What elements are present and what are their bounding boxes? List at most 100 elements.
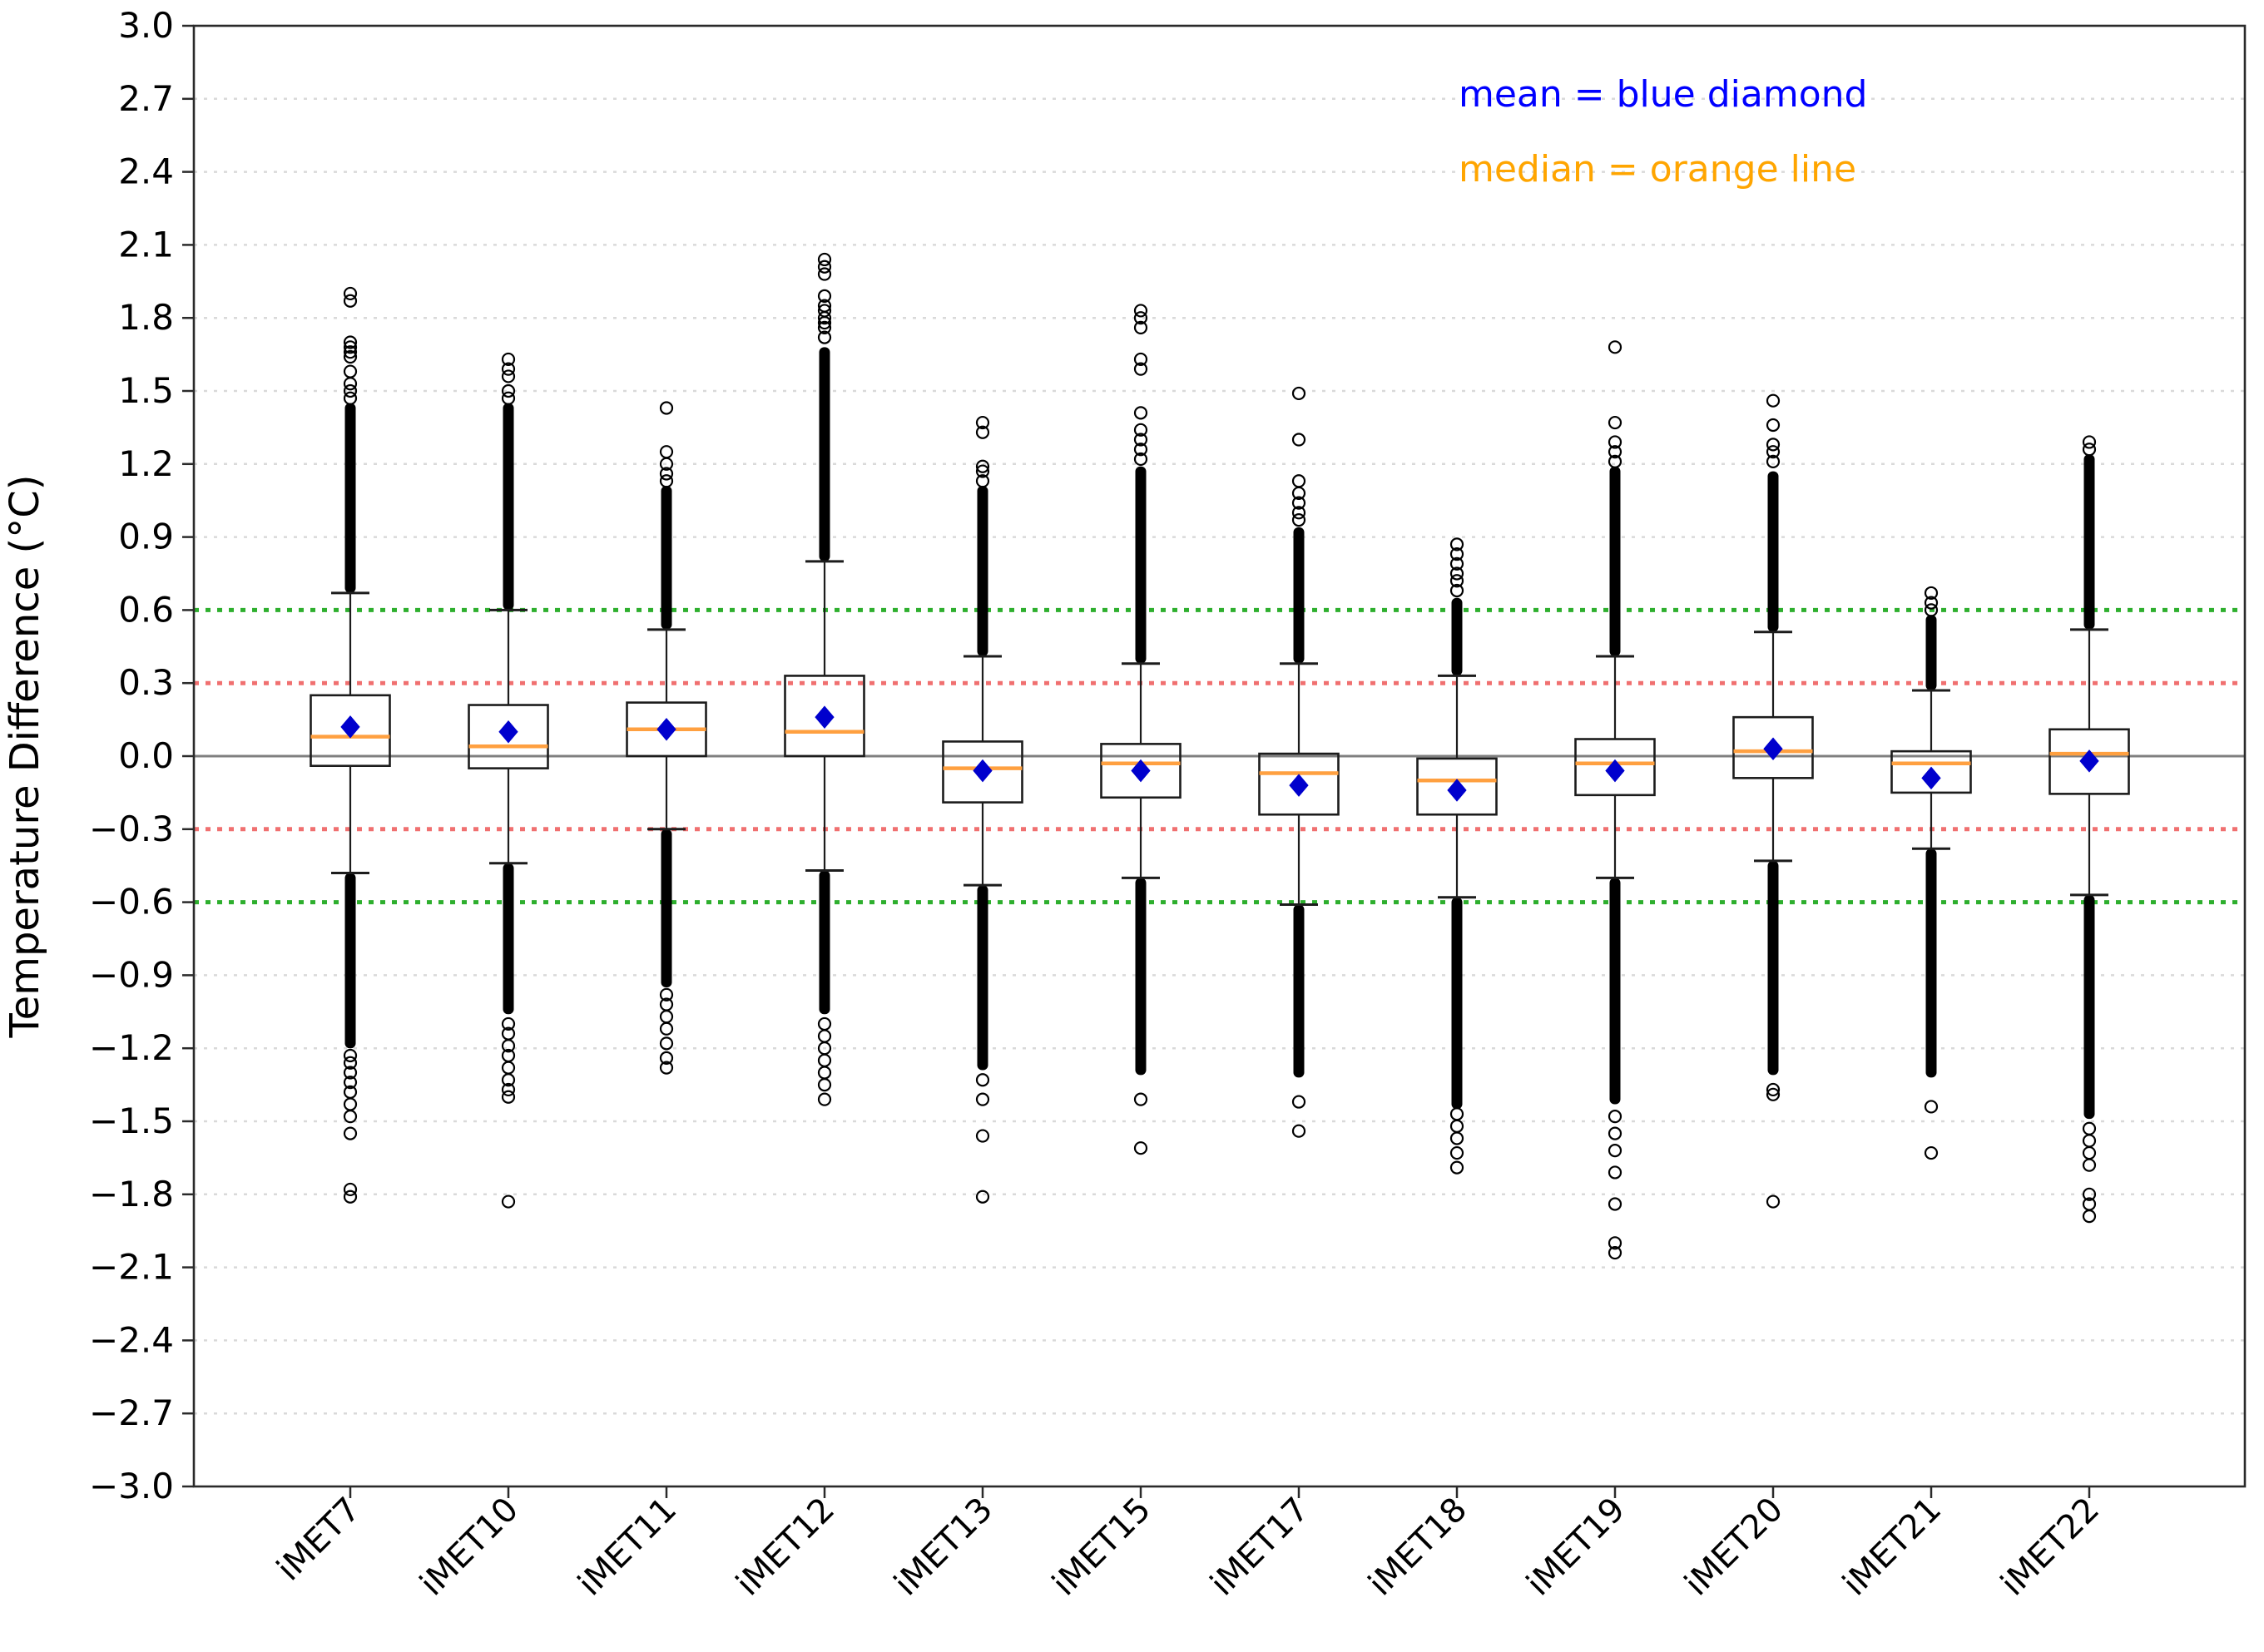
outlier-circle xyxy=(1766,1082,1781,1097)
outlier-circle xyxy=(1608,445,1622,459)
y-axis-label: Temperature Difference (°C) xyxy=(2,475,48,1039)
lower-outlier-band xyxy=(1293,904,1305,1078)
y-tick-label: 2.4 xyxy=(118,151,174,192)
outlier-circle xyxy=(1924,586,1939,601)
y-tick-label: 0.6 xyxy=(118,589,174,630)
outlier-circle xyxy=(1291,474,1306,488)
box xyxy=(1258,752,1340,816)
outlier-circle xyxy=(975,1129,990,1143)
outlier-circle xyxy=(1924,596,1939,610)
outlier-circle xyxy=(1449,556,1464,571)
outlier-circle xyxy=(343,1182,358,1197)
lower-outlier-band xyxy=(1925,848,1937,1078)
outlier-circle xyxy=(975,459,990,473)
outlier-circle xyxy=(817,1092,832,1106)
legend-mean-label: mean = blue diamond xyxy=(1459,73,1868,116)
outlier-circle xyxy=(1133,406,1148,420)
outlier-circle xyxy=(817,299,832,313)
mean-diamond xyxy=(2079,749,2099,773)
box xyxy=(942,740,1023,804)
outlier-circle xyxy=(1133,433,1148,447)
outlier-circle xyxy=(975,415,990,430)
outlier-circle xyxy=(1133,1092,1148,1106)
y-tick-label: −1.5 xyxy=(89,1101,174,1141)
x-tick-label: iMET19 xyxy=(1519,1491,1632,1604)
outlier-circle xyxy=(659,467,674,481)
outlier-circle xyxy=(501,1016,516,1031)
outlier-circle xyxy=(1133,1141,1148,1155)
outlier-circle xyxy=(817,320,832,335)
outlier-circle xyxy=(659,1051,674,1066)
outlier-circle xyxy=(1291,513,1306,527)
mean-diamond xyxy=(656,718,676,741)
outlier-circle xyxy=(817,1066,832,1080)
outlier-circle xyxy=(659,401,674,415)
outlier-circle xyxy=(975,464,990,478)
outlier-circle xyxy=(1291,506,1306,520)
outlier-circle xyxy=(817,330,832,344)
x-tick-label: iMET15 xyxy=(1045,1491,1158,1604)
outlier-circle xyxy=(1766,438,1781,452)
outlier-circle xyxy=(2082,1145,2097,1160)
outlier-circle xyxy=(1608,454,1622,468)
outlier-circle xyxy=(343,1190,358,1204)
box xyxy=(1732,715,1814,779)
outlier-circle xyxy=(659,474,674,488)
outlier-circle xyxy=(1449,1131,1464,1145)
outlier-circle xyxy=(2082,1121,2097,1135)
outlier-circle xyxy=(343,335,358,349)
x-tick-label: iMET20 xyxy=(1677,1491,1791,1604)
box xyxy=(1416,757,1498,816)
y-tick-label: −0.3 xyxy=(89,809,174,849)
outlier-circle xyxy=(501,1039,516,1053)
outlier-circle xyxy=(343,1076,358,1090)
outlier-circle xyxy=(975,425,990,439)
x-tick-label: iMET13 xyxy=(887,1491,1000,1604)
outlier-circle xyxy=(1608,340,1622,354)
outlier-circle xyxy=(343,340,358,354)
y-tick-label: −3.0 xyxy=(89,1466,174,1506)
outlier-circle xyxy=(1133,352,1148,367)
outlier-circle xyxy=(817,260,832,274)
outlier-circle xyxy=(501,1061,516,1075)
outlier-circle xyxy=(1133,443,1148,457)
y-tick-label: −1.8 xyxy=(89,1174,174,1214)
outlier-circle xyxy=(501,362,516,376)
outlier-circle xyxy=(343,286,358,301)
mean-diamond xyxy=(1921,766,1941,790)
outlier-circle xyxy=(1924,1100,1939,1114)
outlier-circle xyxy=(1608,1245,1622,1260)
mean-diamond xyxy=(1605,759,1625,783)
y-tick-label: 0.0 xyxy=(118,735,174,776)
outlier-circle xyxy=(1608,415,1622,430)
y-tick-label: 2.7 xyxy=(118,78,174,119)
outlier-circle xyxy=(1449,1160,1464,1175)
mean-diamond xyxy=(340,715,360,739)
mean-diamond xyxy=(973,759,993,783)
outlier-circle xyxy=(1608,1110,1622,1124)
outlier-circle xyxy=(501,391,516,405)
mean-diamond xyxy=(1447,779,1467,802)
outlier-circle xyxy=(1608,1197,1622,1211)
outlier-circle xyxy=(501,1073,516,1087)
x-tick-label: iMET7 xyxy=(270,1491,368,1589)
outlier-circle xyxy=(817,267,832,281)
outlier-circle xyxy=(975,1190,990,1204)
outlier-circle xyxy=(1133,311,1148,325)
outlier-circle xyxy=(1133,452,1148,467)
upper-outlier-band xyxy=(344,403,356,593)
y-tick-label: −2.1 xyxy=(89,1247,174,1288)
outlier-circle xyxy=(501,1194,516,1209)
upper-outlier-band xyxy=(1609,466,1621,657)
upper-outlier-band xyxy=(503,403,514,611)
lower-outlier-band xyxy=(1609,878,1621,1105)
x-tick-label: iMET21 xyxy=(1835,1491,1949,1604)
lower-outlier-band xyxy=(1767,860,1779,1076)
outlier-circle xyxy=(2082,1134,2097,1148)
outlier-circle xyxy=(343,1126,358,1140)
outlier-circle xyxy=(343,391,358,405)
lower-outlier-band xyxy=(819,870,830,1015)
outlier-circle xyxy=(975,1092,990,1106)
y-tick-label: −1.2 xyxy=(89,1027,174,1068)
box xyxy=(1890,749,1972,794)
